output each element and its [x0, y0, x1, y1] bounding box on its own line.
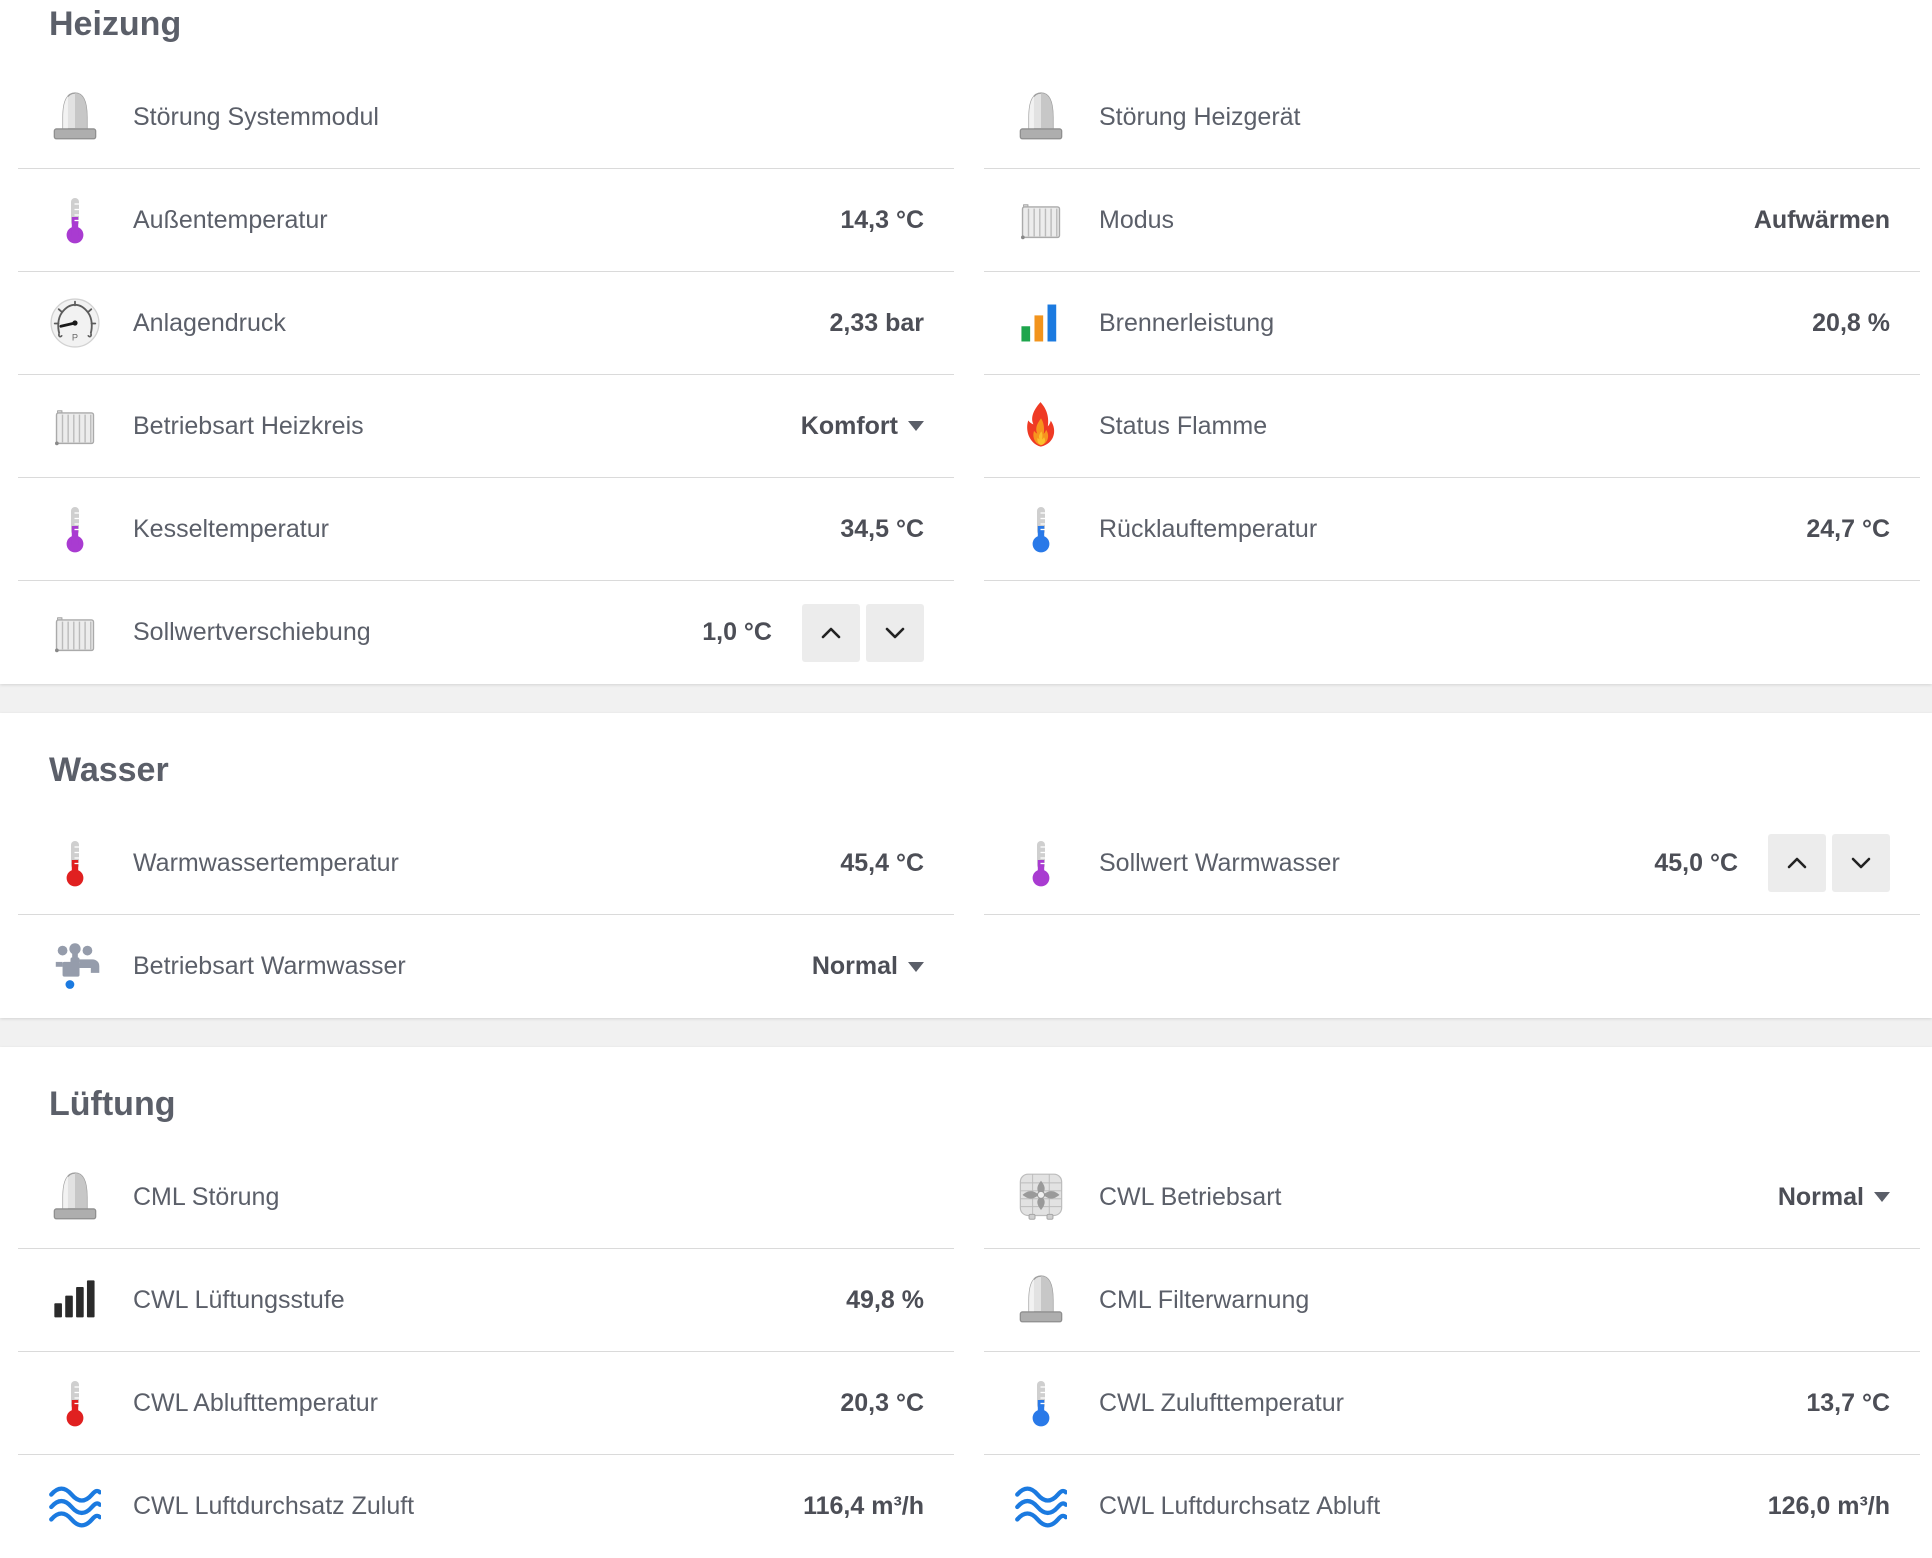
svg-text:P: P	[72, 332, 78, 342]
